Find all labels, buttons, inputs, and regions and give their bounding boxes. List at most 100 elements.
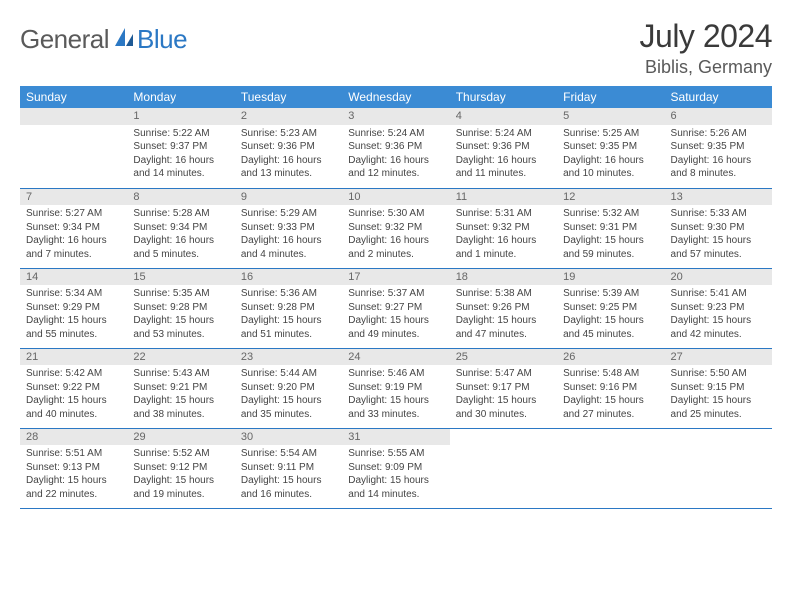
day-number: 16 bbox=[235, 269, 342, 286]
daylight-text: Daylight: 16 hours bbox=[671, 154, 766, 168]
sunset-text: Sunset: 9:17 PM bbox=[456, 381, 551, 395]
sunset-text: Sunset: 9:36 PM bbox=[348, 140, 443, 154]
sunrise-text: Sunrise: 5:23 AM bbox=[241, 127, 336, 141]
daylight-text: and 7 minutes. bbox=[26, 248, 121, 262]
day-number: 23 bbox=[235, 349, 342, 366]
daylight-text: Daylight: 15 hours bbox=[563, 314, 658, 328]
sunset-text: Sunset: 9:31 PM bbox=[563, 221, 658, 235]
sunrise-text: Sunrise: 5:28 AM bbox=[133, 207, 228, 221]
daylight-text: Daylight: 15 hours bbox=[671, 234, 766, 248]
daylight-text: and 55 minutes. bbox=[26, 328, 121, 342]
daylight-text: and 30 minutes. bbox=[456, 408, 551, 422]
day-number: 25 bbox=[450, 349, 557, 366]
daylight-text: Daylight: 15 hours bbox=[348, 474, 443, 488]
sunrise-text: Sunrise: 5:52 AM bbox=[133, 447, 228, 461]
day-number: 29 bbox=[127, 429, 234, 446]
day-number: 20 bbox=[665, 269, 772, 286]
daylight-text: Daylight: 16 hours bbox=[348, 154, 443, 168]
daylight-text: Daylight: 16 hours bbox=[563, 154, 658, 168]
calendar-cell: 28Sunrise: 5:51 AMSunset: 9:13 PMDayligh… bbox=[20, 428, 127, 508]
calendar-week-row: 7Sunrise: 5:27 AMSunset: 9:34 PMDaylight… bbox=[20, 188, 772, 268]
sunrise-text: Sunrise: 5:25 AM bbox=[563, 127, 658, 141]
calendar-cell: 19Sunrise: 5:39 AMSunset: 9:25 PMDayligh… bbox=[557, 268, 664, 348]
calendar-week-row: 21Sunrise: 5:42 AMSunset: 9:22 PMDayligh… bbox=[20, 348, 772, 428]
day-number: 21 bbox=[20, 349, 127, 366]
day-number: 28 bbox=[20, 429, 127, 446]
sunrise-text: Sunrise: 5:22 AM bbox=[133, 127, 228, 141]
daylight-text: and 59 minutes. bbox=[563, 248, 658, 262]
sunrise-text: Sunrise: 5:51 AM bbox=[26, 447, 121, 461]
calendar-cell: 26Sunrise: 5:48 AMSunset: 9:16 PMDayligh… bbox=[557, 348, 664, 428]
daylight-text: Daylight: 15 hours bbox=[671, 394, 766, 408]
sunset-text: Sunset: 9:27 PM bbox=[348, 301, 443, 315]
daylight-text: Daylight: 16 hours bbox=[241, 234, 336, 248]
calendar-cell: 18Sunrise: 5:38 AMSunset: 9:26 PMDayligh… bbox=[450, 268, 557, 348]
daylight-text: Daylight: 15 hours bbox=[241, 314, 336, 328]
daylight-text: Daylight: 15 hours bbox=[348, 314, 443, 328]
calendar-cell: 8Sunrise: 5:28 AMSunset: 9:34 PMDaylight… bbox=[127, 188, 234, 268]
calendar-week-row: 14Sunrise: 5:34 AMSunset: 9:29 PM Dayligh… bbox=[20, 268, 772, 348]
sunset-text: Sunset: 9:30 PM bbox=[671, 221, 766, 235]
sunset-text: Sunset: 9:35 PM bbox=[671, 140, 766, 154]
day-number: 24 bbox=[342, 349, 449, 366]
calendar-cell: 27Sunrise: 5:50 AMSunset: 9:15 PMDayligh… bbox=[665, 348, 772, 428]
daylight-text: and 53 minutes. bbox=[133, 328, 228, 342]
daylight-text: Daylight: 16 hours bbox=[26, 234, 121, 248]
calendar-cell bbox=[450, 428, 557, 508]
day-number: 14 bbox=[20, 269, 127, 286]
daylight-text: Daylight: 15 hours bbox=[456, 394, 551, 408]
calendar-cell: 11Sunrise: 5:31 AMSunset: 9:32 PMDayligh… bbox=[450, 188, 557, 268]
daylight-text: and 2 minutes. bbox=[348, 248, 443, 262]
sunrise-text: Sunrise: 5:48 AM bbox=[563, 367, 658, 381]
sunrise-text: Sunrise: 5:55 AM bbox=[348, 447, 443, 461]
daylight-text: Daylight: 15 hours bbox=[241, 394, 336, 408]
daylight-text: and 27 minutes. bbox=[563, 408, 658, 422]
sunset-text: Sunset: 9:33 PM bbox=[241, 221, 336, 235]
daylight-text: and 33 minutes. bbox=[348, 408, 443, 422]
calendar-cell: 9Sunrise: 5:29 AMSunset: 9:33 PMDaylight… bbox=[235, 188, 342, 268]
sunrise-text: Sunrise: 5:46 AM bbox=[348, 367, 443, 381]
day-number: 27 bbox=[665, 349, 772, 366]
col-wednesday: Wednesday bbox=[342, 86, 449, 108]
day-number: 30 bbox=[235, 429, 342, 446]
sunrise-text: Sunrise: 5:24 AM bbox=[348, 127, 443, 141]
calendar-cell bbox=[557, 428, 664, 508]
sunrise-text: Sunrise: 5:44 AM bbox=[241, 367, 336, 381]
daylight-text: and 10 minutes. bbox=[563, 167, 658, 181]
sunset-text: Sunset: 9:09 PM bbox=[348, 461, 443, 475]
calendar-cell: 15Sunrise: 5:35 AMSunset: 9:28 PMDayligh… bbox=[127, 268, 234, 348]
day-number: 9 bbox=[235, 189, 342, 206]
sunset-text: Sunset: 9:29 PM bbox=[26, 301, 121, 315]
sunset-text: Sunset: 9:26 PM bbox=[456, 301, 551, 315]
sunrise-text: Sunrise: 5:29 AM bbox=[241, 207, 336, 221]
day-number: 17 bbox=[342, 269, 449, 286]
calendar-cell: 30Sunrise: 5:54 AMSunset: 9:11 PMDayligh… bbox=[235, 428, 342, 508]
sunset-text: Sunset: 9:15 PM bbox=[671, 381, 766, 395]
day-number: 18 bbox=[450, 269, 557, 286]
daylight-text: and 11 minutes. bbox=[456, 167, 551, 181]
daylight-text: and 8 minutes. bbox=[671, 167, 766, 181]
calendar-week-row: 1Sunrise: 5:22 AMSunset: 9:37 PMDaylight… bbox=[20, 108, 772, 188]
daylight-text: and 19 minutes. bbox=[133, 488, 228, 502]
daylight-text: and 35 minutes. bbox=[241, 408, 336, 422]
sunrise-text: Sunrise: 5:42 AM bbox=[26, 367, 121, 381]
calendar-cell: 12Sunrise: 5:32 AMSunset: 9:31 PMDayligh… bbox=[557, 188, 664, 268]
daylight-text: and 12 minutes. bbox=[348, 167, 443, 181]
daylight-text: and 13 minutes. bbox=[241, 167, 336, 181]
sunset-text: Sunset: 9:21 PM bbox=[133, 381, 228, 395]
daylight-text: and 5 minutes. bbox=[133, 248, 228, 262]
calendar-cell: 29Sunrise: 5:52 AMSunset: 9:12 PMDayligh… bbox=[127, 428, 234, 508]
sunset-text: Sunset: 9:35 PM bbox=[563, 140, 658, 154]
daylight-text: and 49 minutes. bbox=[348, 328, 443, 342]
sunset-text: Sunset: 9:16 PM bbox=[563, 381, 658, 395]
calendar-cell: 16Sunrise: 5:36 AMSunset: 9:28 PMDayligh… bbox=[235, 268, 342, 348]
col-thursday: Thursday bbox=[450, 86, 557, 108]
calendar-cell: 2Sunrise: 5:23 AMSunset: 9:36 PMDaylight… bbox=[235, 108, 342, 188]
daylight-text: Daylight: 16 hours bbox=[133, 234, 228, 248]
daylight-text: Daylight: 16 hours bbox=[241, 154, 336, 168]
sunrise-text: Sunrise: 5:34 AM bbox=[26, 287, 121, 301]
logo-text-general: General bbox=[20, 24, 109, 55]
sunrise-text: Sunrise: 5:41 AM bbox=[671, 287, 766, 301]
weekday-header-row: Sunday Monday Tuesday Wednesday Thursday… bbox=[20, 86, 772, 108]
calendar-cell: 10Sunrise: 5:30 AMSunset: 9:32 PMDayligh… bbox=[342, 188, 449, 268]
